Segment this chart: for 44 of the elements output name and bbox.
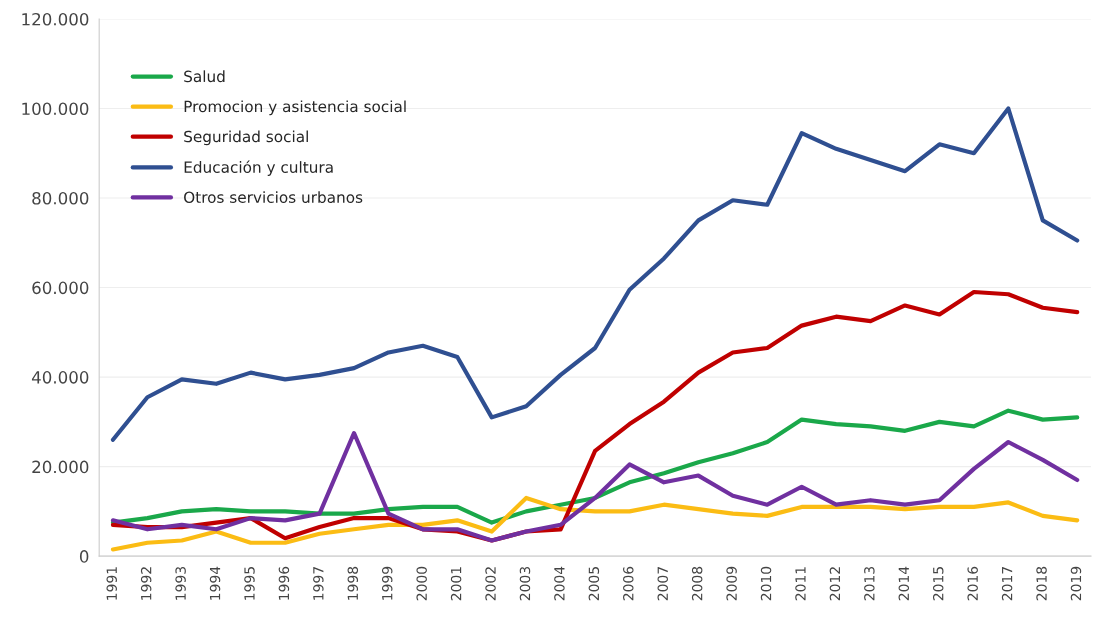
- x-tick-label: 2019: [1070, 566, 1082, 601]
- x-tick-label: 2018: [1036, 566, 1047, 601]
- legend-label: Promocion y asistencia social: [184, 100, 406, 116]
- x-tick-label: 2012: [829, 567, 841, 601]
- x-tick-label: 1992: [140, 567, 152, 600]
- x-tick-label: 2001: [450, 567, 462, 601]
- x-tick-label: 2000: [416, 566, 427, 601]
- x-tick-label: 1993: [175, 567, 186, 600]
- y-tick-label: 20.000: [32, 460, 89, 474]
- x-tick-label: 1991: [106, 567, 117, 600]
- x-tick-label: 2015: [932, 567, 944, 601]
- x-tick-label: 2003: [519, 567, 531, 601]
- x-tick-label: 1998: [347, 566, 359, 600]
- x-tick-label: 2008: [691, 566, 703, 601]
- x-tick-label: 2007: [657, 567, 668, 601]
- x-tick-label: 2010: [760, 566, 772, 601]
- x-tick-label: 2017: [1001, 567, 1013, 601]
- x-tick-label: 1999: [381, 566, 393, 600]
- legend-label: Otros servicios urbanos: [184, 191, 363, 204]
- x-tick-label: 2016: [967, 566, 978, 601]
- line-series: [110, 430, 1080, 543]
- line-series: [110, 495, 1080, 552]
- y-tick-label: 0: [79, 550, 89, 563]
- y-tick-label: 40.000: [31, 371, 89, 384]
- line-series: [110, 408, 1080, 525]
- y-tick-label: 60.000: [32, 281, 89, 295]
- x-tick-label: 2006: [623, 566, 634, 601]
- x-tick-label: 2004: [554, 566, 565, 601]
- y-tick-label: 120.000: [22, 12, 89, 26]
- y-tick-label: 100.000: [22, 102, 89, 116]
- legend-label: Salud: [184, 70, 225, 83]
- x-tick-label: 1996: [278, 566, 290, 600]
- x-tick-label: 2014: [898, 566, 910, 601]
- x-tick-label: 1995: [244, 567, 255, 600]
- x-tick-label: 2013: [864, 567, 875, 601]
- x-tick-label: 1997: [313, 567, 324, 600]
- x-tick-label: 1994: [209, 566, 221, 600]
- legend-label: Seguridad social: [184, 130, 308, 146]
- y-tick-label: 80.000: [32, 191, 89, 205]
- x-tick-label: 2009: [726, 566, 737, 601]
- x-tick-label: 2005: [588, 567, 600, 601]
- legend-label: Educación y cultura: [184, 160, 333, 176]
- x-tick-label: 2011: [795, 567, 806, 601]
- x-tick-label: 2002: [485, 567, 496, 601]
